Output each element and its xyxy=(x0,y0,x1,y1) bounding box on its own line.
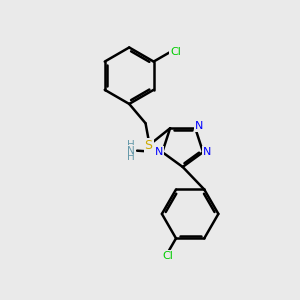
Text: N: N xyxy=(203,147,212,157)
Text: H: H xyxy=(127,140,135,150)
Text: N: N xyxy=(127,146,135,156)
Text: N: N xyxy=(154,147,163,157)
Text: S: S xyxy=(145,139,152,152)
Text: H: H xyxy=(127,152,135,162)
Text: Cl: Cl xyxy=(170,47,181,57)
Text: Cl: Cl xyxy=(162,251,173,261)
Text: N: N xyxy=(195,121,203,131)
